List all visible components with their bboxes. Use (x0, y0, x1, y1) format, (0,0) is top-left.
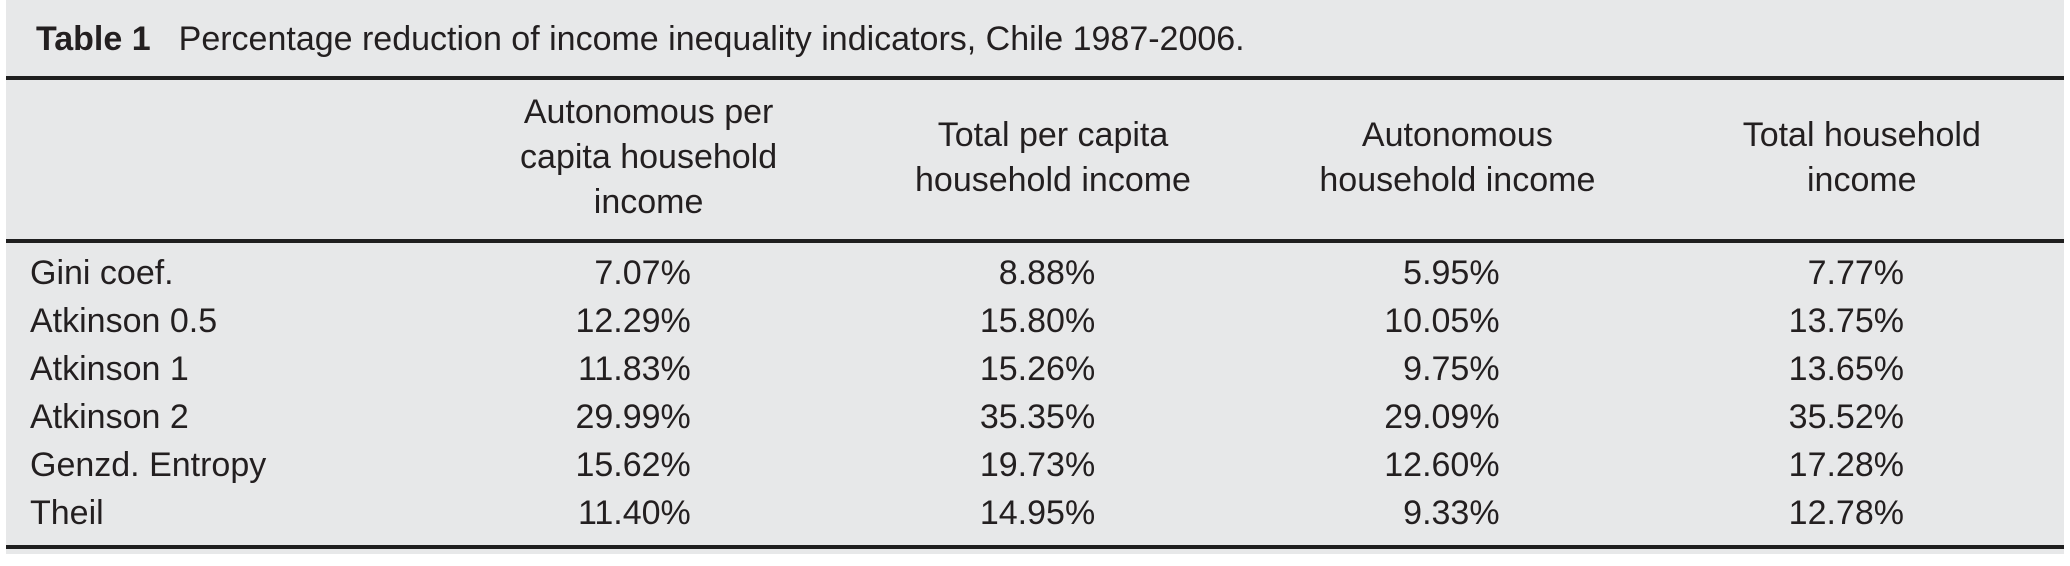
table-panel: Table 1 Percentage reduction of income in… (6, 0, 2064, 566)
value-cell: 9.33% (1403, 494, 1500, 532)
table-header-row: Autonomous per capita household income T… (6, 80, 2064, 243)
inequality-reduction-table: Autonomous per capita household income T… (6, 80, 2064, 545)
table-title-text: Percentage reduction of income inequalit… (178, 20, 1245, 58)
value-cell: 15.80% (979, 302, 1096, 340)
value-cell: 19.73% (979, 446, 1096, 484)
column-header-total-household: Total household income (1659, 80, 2064, 243)
value-cell: 10.05% (1384, 302, 1500, 340)
value-cell: 35.52% (1788, 398, 1904, 436)
row-label: Atkinson 0.5 (30, 302, 218, 340)
row-label: Genzd. Entropy (30, 446, 267, 484)
value-cell: 13.75% (1788, 302, 1904, 340)
table-row-atkinson-05: Atkinson 0.5 12.29% 15.80% 10.05% 13.75% (6, 297, 2064, 345)
value-cell: 13.65% (1788, 350, 1904, 388)
table-number-label: Table 1 (36, 20, 151, 58)
table-row-gini: Gini coef. 7.07% 8.88% 5.95% 7.77% (6, 241, 2064, 297)
source-note: Source: Author’s estimates based on CASE… (6, 549, 2064, 566)
table-row-atkinson-2: Atkinson 2 29.99% 35.35% 29.09% 35.52% (6, 393, 2064, 441)
value-cell: 11.83% (578, 350, 691, 388)
value-cell: 17.28% (1788, 446, 1904, 484)
table-row-atkinson-1: Atkinson 1 11.83% 15.26% 9.75% 13.65% (6, 345, 2064, 393)
value-cell: 8.88% (998, 254, 1096, 292)
bottom-rule (6, 545, 2064, 549)
table-row-theil: Theil 11.40% 14.95% 9.33% 12.78% (6, 489, 2064, 545)
value-cell: 12.78% (1788, 494, 1904, 532)
value-cell: 15.62% (575, 446, 691, 484)
value-cell: 12.29% (575, 302, 691, 340)
value-cell: 14.95% (979, 494, 1096, 532)
value-cell: 29.09% (1384, 398, 1500, 436)
column-header-total-per-capita: Total per capita household income (850, 80, 1256, 243)
table-body: Gini coef. 7.07% 8.88% 5.95% 7.77% Atkin… (6, 241, 2064, 545)
value-cell: 7.77% (1807, 254, 1904, 292)
row-label: Theil (30, 494, 104, 532)
table-title: Table 1 Percentage reduction of income in… (6, 0, 2064, 80)
value-cell: 7.07% (594, 254, 691, 292)
value-cell: 29.99% (575, 398, 691, 436)
value-cell: 5.95% (1403, 254, 1500, 292)
table-row-genzd-entropy: Genzd. Entropy 15.62% 19.73% 12.60% 17.2… (6, 441, 2064, 489)
value-cell: 9.75% (1403, 350, 1500, 388)
value-cell: 12.60% (1384, 446, 1500, 484)
row-label: Atkinson 1 (30, 350, 189, 388)
column-header-autonomous-per-capita: Autonomous per capita household income (446, 80, 851, 243)
value-cell: 11.40% (578, 494, 691, 532)
value-cell: 15.26% (979, 350, 1096, 388)
row-label: Gini coef. (30, 254, 174, 292)
column-header-autonomous-household: Autonomous household income (1255, 80, 1660, 243)
row-label: Atkinson 2 (30, 398, 189, 436)
corner-cell (6, 80, 447, 243)
value-cell: 35.35% (979, 398, 1096, 436)
